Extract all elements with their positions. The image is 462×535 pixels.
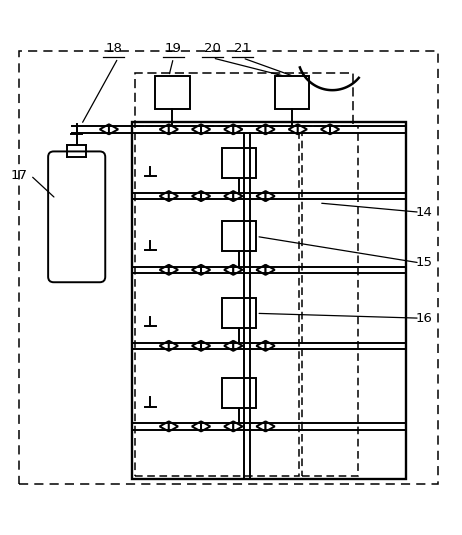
- Polygon shape: [169, 191, 178, 201]
- Polygon shape: [330, 124, 339, 134]
- Polygon shape: [224, 124, 233, 134]
- Polygon shape: [266, 124, 275, 134]
- Polygon shape: [298, 124, 307, 134]
- Polygon shape: [224, 341, 233, 351]
- Polygon shape: [256, 124, 266, 134]
- Text: 14: 14: [416, 206, 433, 219]
- Polygon shape: [224, 265, 233, 275]
- Polygon shape: [233, 265, 243, 275]
- Bar: [275, 77, 309, 109]
- Text: 15: 15: [416, 256, 433, 270]
- Polygon shape: [192, 422, 201, 432]
- Polygon shape: [233, 341, 243, 351]
- Polygon shape: [100, 124, 109, 134]
- Bar: [222, 299, 256, 328]
- Text: 16: 16: [416, 312, 433, 325]
- Polygon shape: [224, 191, 233, 201]
- Polygon shape: [159, 191, 169, 201]
- Polygon shape: [192, 265, 201, 275]
- Polygon shape: [256, 265, 266, 275]
- Polygon shape: [201, 341, 210, 351]
- Polygon shape: [159, 341, 169, 351]
- Text: 20: 20: [204, 42, 221, 55]
- Polygon shape: [201, 422, 210, 432]
- Polygon shape: [169, 124, 178, 134]
- Polygon shape: [159, 265, 169, 275]
- Polygon shape: [224, 422, 233, 432]
- Polygon shape: [266, 191, 275, 201]
- Polygon shape: [233, 124, 243, 134]
- Bar: [132, 123, 406, 479]
- Polygon shape: [192, 124, 201, 134]
- Polygon shape: [233, 191, 243, 201]
- Polygon shape: [266, 265, 275, 275]
- Polygon shape: [159, 422, 169, 432]
- Polygon shape: [233, 422, 243, 432]
- Text: 19: 19: [165, 42, 182, 55]
- Text: 17: 17: [11, 169, 28, 182]
- Polygon shape: [256, 341, 266, 351]
- Polygon shape: [266, 422, 275, 432]
- Polygon shape: [169, 265, 178, 275]
- Polygon shape: [169, 341, 178, 351]
- Polygon shape: [201, 124, 210, 134]
- Polygon shape: [109, 124, 118, 134]
- Polygon shape: [159, 124, 169, 134]
- Polygon shape: [256, 422, 266, 432]
- Polygon shape: [266, 341, 275, 351]
- Polygon shape: [192, 341, 201, 351]
- Text: 21: 21: [234, 42, 251, 55]
- Bar: [303, 126, 358, 476]
- Polygon shape: [289, 124, 298, 134]
- Bar: [155, 77, 189, 109]
- Bar: [222, 148, 256, 178]
- Bar: [135, 126, 299, 476]
- Bar: [222, 221, 256, 251]
- Polygon shape: [201, 191, 210, 201]
- Bar: [222, 378, 256, 408]
- Polygon shape: [201, 265, 210, 275]
- Polygon shape: [192, 191, 201, 201]
- Polygon shape: [256, 191, 266, 201]
- Bar: [135, 73, 353, 126]
- Polygon shape: [321, 124, 330, 134]
- FancyBboxPatch shape: [48, 151, 105, 282]
- Text: 18: 18: [105, 42, 122, 55]
- Polygon shape: [169, 422, 178, 432]
